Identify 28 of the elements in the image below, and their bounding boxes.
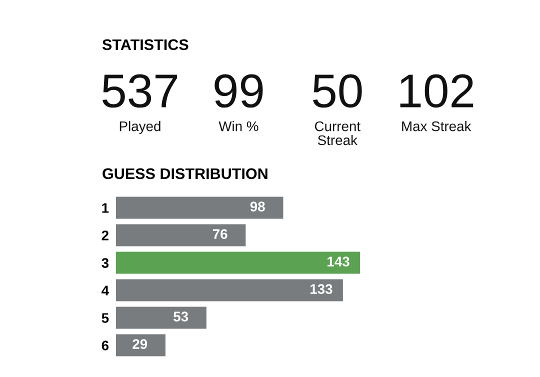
bar [116,196,284,219]
data-label: 133 [310,284,332,294]
y-tick-label: 4 [102,286,109,296]
data-label: 537 [102,74,178,108]
data-label: 50 [313,74,362,108]
data-label: 143 [328,256,350,266]
data-label: 99 [214,74,263,108]
y-tick-label: 1 [102,203,109,213]
y-tick-label: 3 [102,258,109,268]
data-label: 76 [212,229,228,239]
category-label: Current Streak [314,121,360,146]
y-tick-label: 5 [102,313,109,323]
text: STATISTICS [102,39,188,50]
data-label: 29 [132,339,148,349]
category-label: Max Streak [402,121,472,132]
data-label: 53 [174,312,188,322]
category-label: Win % [218,121,258,132]
bar [116,279,343,302]
chart-title: GUESS DISTRIBUTION [102,168,268,180]
data-label: 102 [400,74,474,108]
y-tick-label: 6 [102,340,109,350]
bar [116,252,360,274]
bar [116,334,166,356]
category-label: Played [120,121,160,134]
bar [116,224,246,246]
data-label: 98 [250,202,265,212]
y-tick-label: 2 [102,230,108,240]
bar [116,306,206,329]
